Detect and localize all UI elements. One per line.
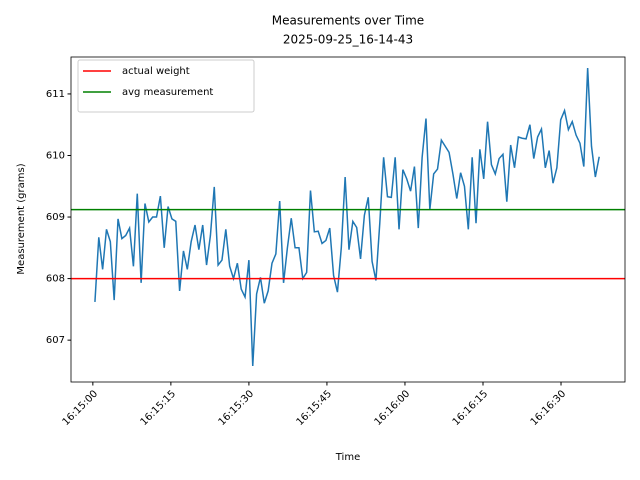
x-tick-label: 16:15:30	[217, 388, 257, 428]
x-tick-label: 16:16:30	[529, 388, 569, 428]
data-line	[94, 68, 600, 367]
y-tick-label: 611	[46, 89, 65, 100]
axes-frame	[70, 56, 626, 383]
chart-subtitle: 2025-09-25_16-14-43	[283, 33, 413, 47]
y-tick-label: 610	[46, 150, 65, 161]
legend-label: actual weight	[122, 66, 190, 77]
x-axis-label: Time	[335, 452, 360, 463]
x-tick-label: 16:15:45	[295, 388, 335, 428]
y-tick-label: 607	[46, 335, 65, 346]
legend-box	[77, 59, 255, 113]
x-tick-label: 16:16:15	[451, 388, 491, 428]
x-tick-label: 16:15:15	[139, 388, 179, 428]
y-tick-label: 609	[46, 212, 65, 223]
chart-title: Measurements over Time	[272, 14, 424, 28]
legend-label: avg measurement	[122, 87, 213, 98]
x-tick-label: 16:16:00	[373, 388, 413, 428]
y-tick-label: 608	[46, 274, 65, 285]
y-axis-label: Measurement (grams)	[16, 163, 27, 274]
x-tick-label: 16:15:00	[61, 388, 101, 428]
